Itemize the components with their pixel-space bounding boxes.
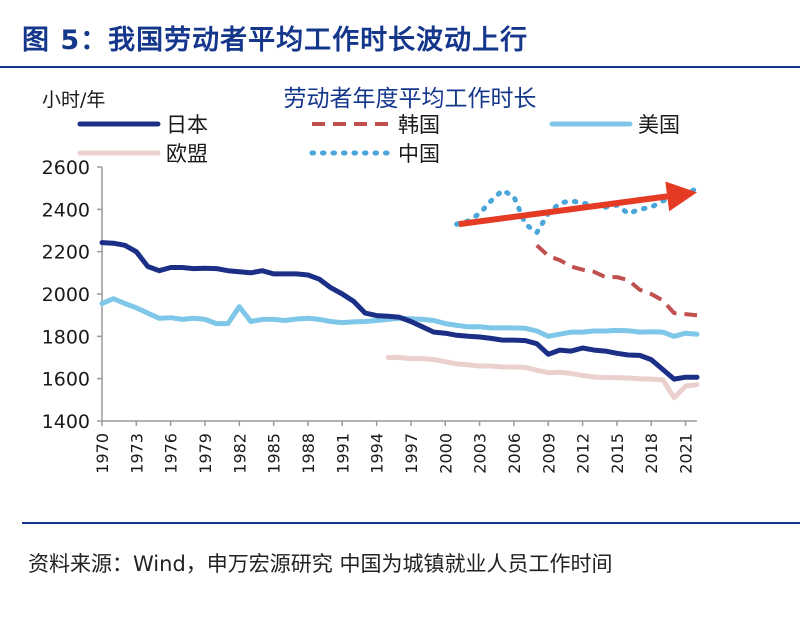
x-tick-label: 1970	[93, 433, 112, 474]
x-tick-label: 2003	[471, 433, 490, 474]
x-tick-label: 1979	[196, 433, 215, 474]
y-tick-label: 1800	[42, 326, 90, 348]
x-tick-label: 2000	[436, 433, 455, 474]
legend-label-日本: 日本	[166, 113, 208, 137]
x-tick-label: 2021	[677, 433, 696, 474]
title-divider	[0, 66, 800, 68]
chart-title: 劳动者年度平均工作时长	[284, 86, 537, 112]
legend-label-中国: 中国	[398, 142, 440, 166]
x-tick-label: 1982	[230, 433, 249, 474]
x-tick-label: 2009	[539, 433, 558, 474]
x-tick-label: 2015	[608, 433, 627, 474]
trend-arrow	[458, 181, 697, 228]
y-tick-label: 1600	[42, 369, 90, 391]
x-tick-label: 1994	[368, 433, 387, 474]
x-tick-label: 2012	[574, 433, 593, 474]
x-tick-label: 1973	[127, 433, 146, 474]
x-tick-label: 1985	[265, 433, 284, 474]
axes: 1400 1600 1800 2000 2200 2400 2600 1970 1973 1976…	[42, 157, 697, 474]
x-tick-label: 1976	[162, 433, 181, 474]
legend-label-美国: 美国	[638, 113, 680, 137]
y-tick-label: 2600	[42, 157, 90, 179]
series-lines	[99, 185, 700, 401]
source-note: 资料来源：Wind，申万宏源研究 中国为城镇就业人员工作时间	[28, 552, 613, 576]
figure-title: 图 5：我国劳动者平均工作时长波动上行	[22, 25, 529, 56]
legend-label-韩国: 韩国	[398, 113, 440, 137]
line-chart: 1400 1600 1800 2000 2200 2400 2600 1970 1973 1976…	[42, 86, 700, 474]
arrow-shaft	[458, 193, 668, 228]
series-line-欧盟	[385, 355, 700, 401]
legend-label-欧盟: 欧盟	[166, 142, 208, 166]
x-tick-label: 1991	[333, 433, 352, 474]
arrow-head	[665, 181, 697, 212]
x-tick-label: 2006	[505, 433, 524, 474]
series-line-日本	[99, 240, 700, 382]
y-tick-label: 1400	[42, 411, 90, 433]
y-tick-label: 2400	[42, 199, 90, 221]
x-tick-label: 2018	[642, 433, 661, 474]
y-axis-label: 小时/年	[42, 89, 105, 111]
y-tick-label: 2200	[42, 242, 90, 264]
series-line-中国	[454, 185, 700, 236]
series-line-韩国	[535, 243, 698, 318]
y-tick-label: 2000	[42, 284, 90, 306]
x-tick-label: 1988	[299, 433, 318, 474]
footer-divider	[22, 522, 800, 524]
x-tick-label: 1997	[402, 433, 421, 474]
